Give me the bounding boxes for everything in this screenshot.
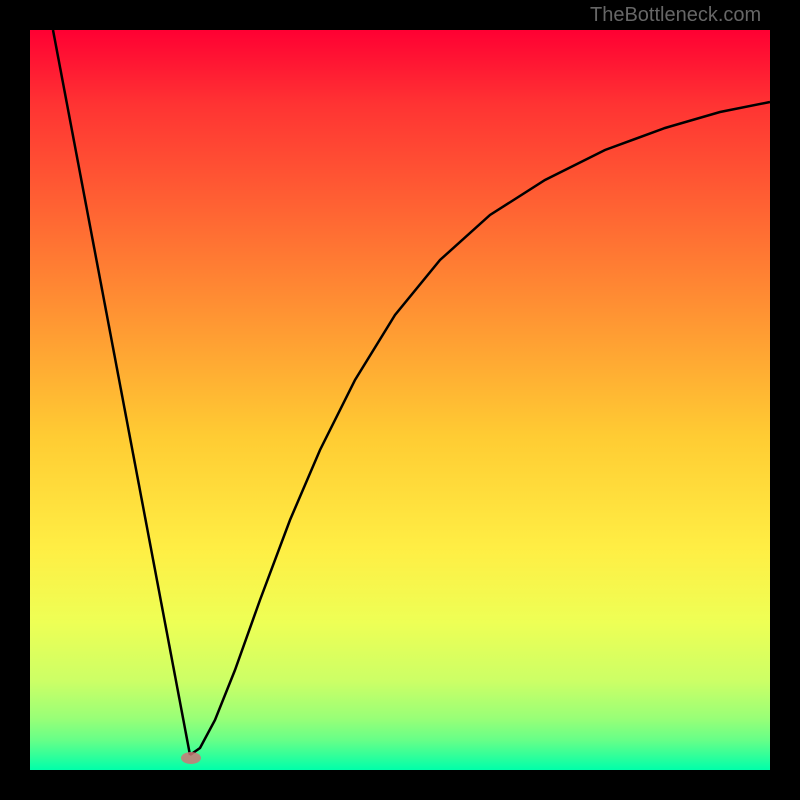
curve-left-segment	[53, 30, 190, 755]
curve-layer	[0, 0, 800, 800]
chart-container: TheBottleneck.com	[0, 0, 800, 800]
curve-right-segment	[190, 102, 770, 755]
curve-minimum-marker	[181, 752, 201, 764]
